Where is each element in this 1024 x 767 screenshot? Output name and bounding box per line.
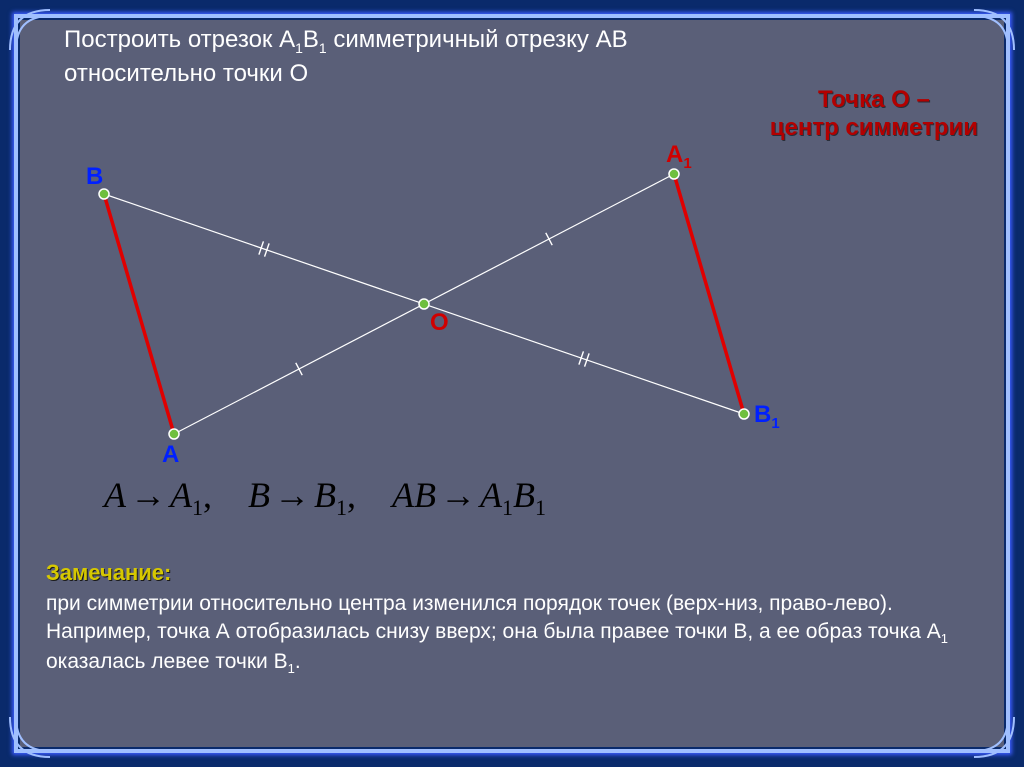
- remark-body: при симметрии относительно центра измени…: [46, 590, 978, 678]
- geometry-svg: ВАОА1В1: [44, 144, 844, 464]
- remark-b: Например, точка А отобразилась снизу вве…: [46, 620, 941, 643]
- note-line1: Точка О –: [818, 86, 930, 113]
- remark-c-sub: 1: [288, 661, 295, 676]
- remark-c: оказалась левее точки В: [46, 650, 288, 673]
- svg-text:В1: В1: [754, 401, 780, 432]
- mapping-formula: A→A1, B→B1, AB→A1B1: [104, 474, 546, 521]
- remark-d: .: [295, 650, 301, 673]
- geometry-diagram: ВАОА1В1: [44, 144, 844, 464]
- symmetry-note: Точка О – центр симметрии: [770, 86, 978, 142]
- task-line1a: Построить отрезок А: [64, 26, 295, 53]
- corner-ornament-bl: [8, 715, 52, 759]
- corner-ornament-br: [972, 715, 1016, 759]
- svg-text:О: О: [430, 309, 449, 336]
- note-line2: центр симметрии: [770, 114, 978, 141]
- slide-frame: Построить отрезок А1В1 симметричный отре…: [0, 0, 1024, 767]
- svg-text:А: А: [162, 441, 179, 468]
- remark-a: при симметрии относительно центра измени…: [46, 592, 893, 615]
- task-text: Построить отрезок А1В1 симметричный отре…: [64, 24, 960, 90]
- task-line1b: В: [303, 26, 319, 53]
- task-line1c: симметричный отрезку АВ: [327, 26, 628, 53]
- svg-text:А1: А1: [666, 141, 692, 172]
- task-line2: относительно точки О: [64, 60, 308, 87]
- remark-title: Замечание:: [46, 560, 171, 586]
- corner-ornament-tl: [8, 8, 52, 52]
- svg-text:В: В: [86, 163, 103, 190]
- task-sub1: 1: [295, 40, 303, 56]
- corner-ornament-tr: [972, 8, 1016, 52]
- remark-b-sub: 1: [941, 632, 948, 647]
- task-sub2: 1: [319, 40, 327, 56]
